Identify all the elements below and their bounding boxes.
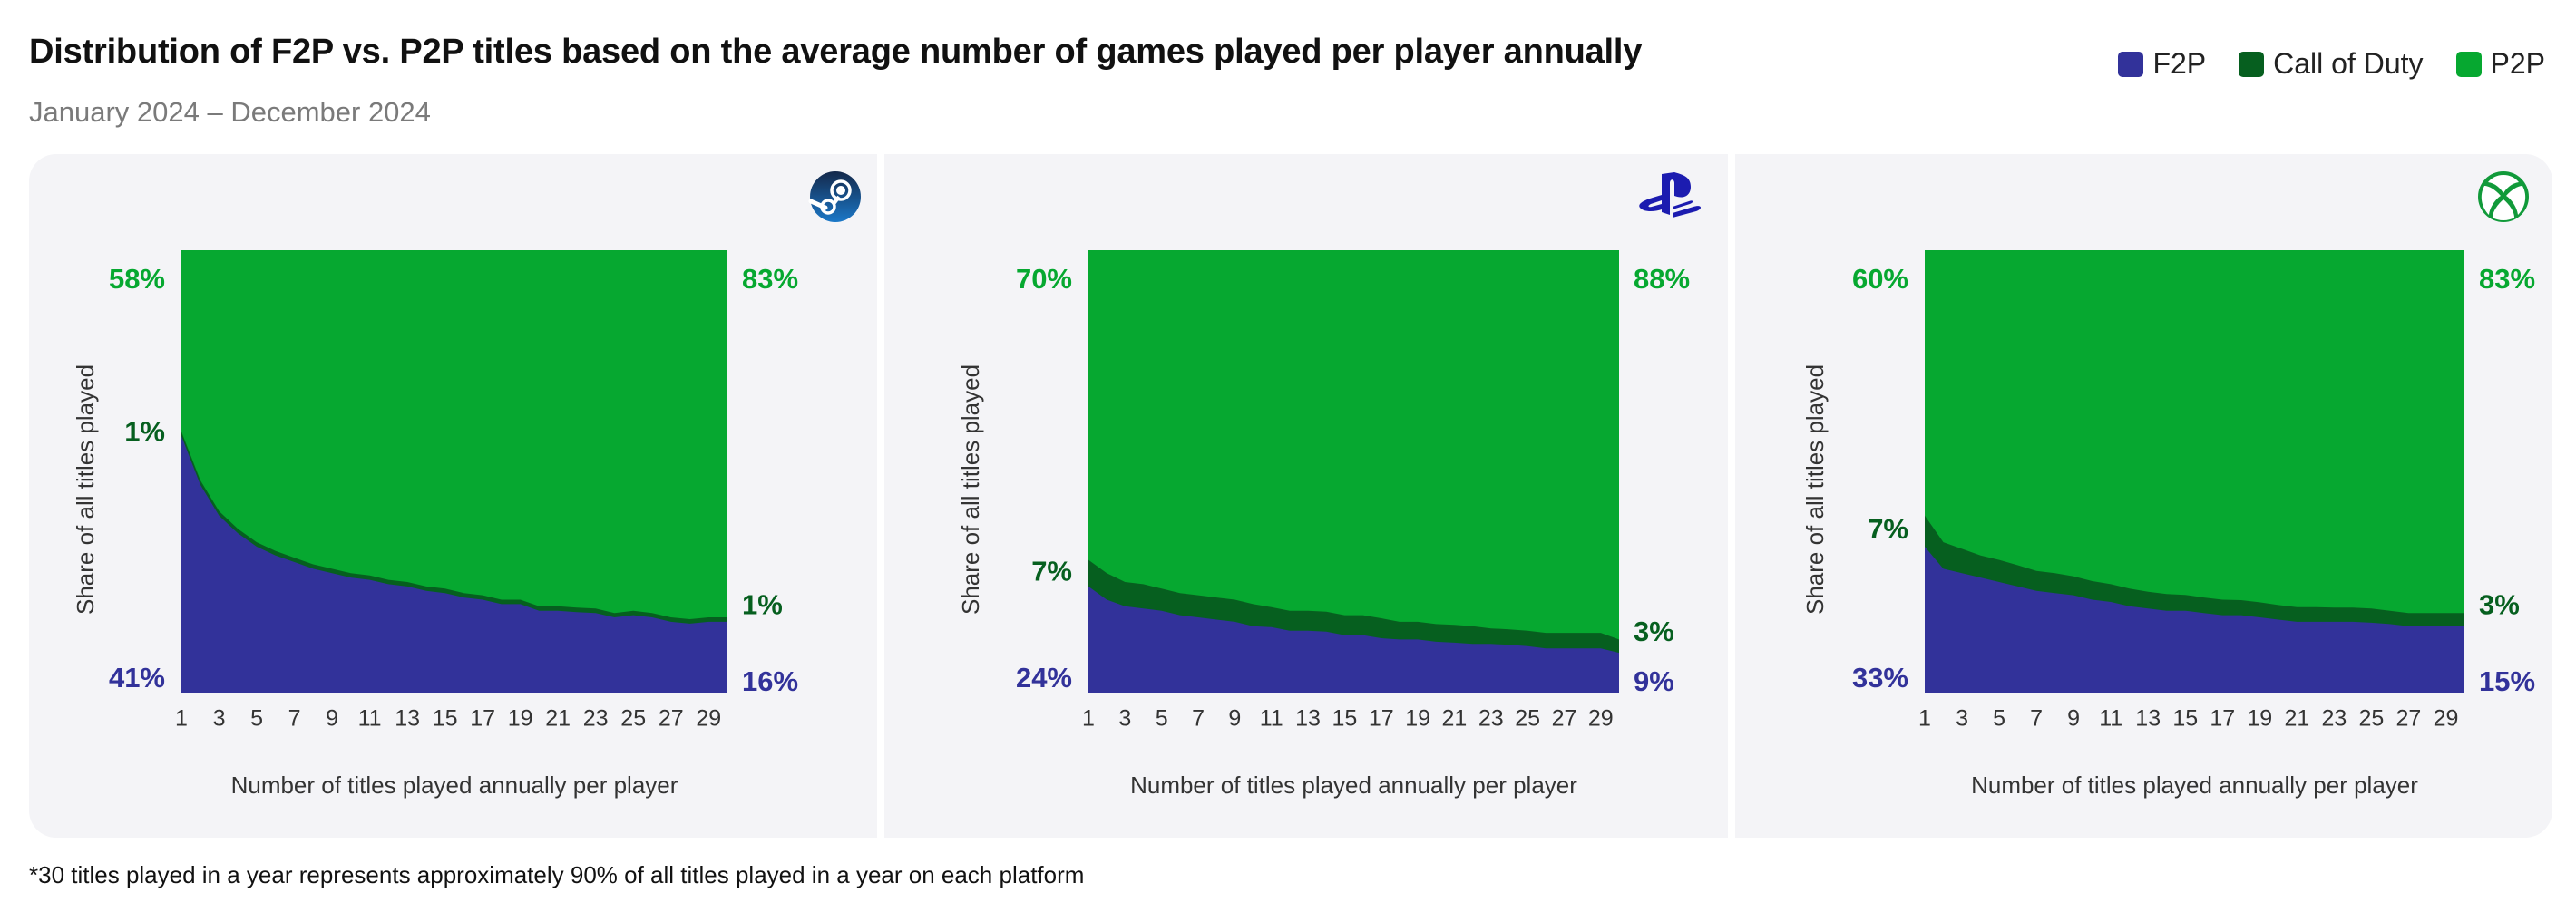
label-p2p-right: 88%: [1634, 263, 1690, 295]
chart-title: Distribution of F2P vs. P2P titles based…: [29, 33, 1643, 71]
legend-label-p2p: P2P: [2490, 47, 2545, 80]
x-tick-label: 15: [433, 706, 458, 732]
x-tick-label: 11: [2099, 706, 2122, 732]
legend-swatch-f2p: [2118, 51, 2144, 77]
x-tick-label: 21: [2284, 706, 2309, 732]
label-call-of-duty-right: 3%: [1634, 616, 1674, 647]
label-p2p-left: 70%: [1016, 263, 1072, 295]
x-tick-label: 3: [1956, 706, 1968, 732]
x-tick-label: 5: [1156, 706, 1168, 732]
label-p2p-left: 58%: [109, 263, 165, 295]
x-tick-label: 7: [2030, 706, 2043, 732]
legend-swatch-call-of-duty: [2239, 51, 2265, 77]
x-tick-label: 5: [250, 706, 263, 732]
x-axis-title: Number of titles played annually per pla…: [231, 771, 678, 799]
legend: F2P Call of Duty P2P: [2118, 47, 2545, 81]
x-tick-label: 5: [1993, 706, 2005, 732]
steam-icon: [808, 171, 861, 222]
panel-divider: [1728, 154, 1735, 838]
x-tick-label: 17: [2210, 706, 2235, 732]
legend-label-call-of-duty: Call of Duty: [2273, 47, 2424, 80]
label-p2p-left: 60%: [1852, 263, 1908, 295]
x-tick-label: 23: [2321, 706, 2347, 732]
label-call-of-duty-right: 1%: [742, 589, 783, 621]
x-tick-label: 23: [1478, 706, 1504, 732]
legend-item-call-of-duty: Call of Duty: [2239, 47, 2424, 81]
x-tick-label: 25: [2359, 706, 2385, 732]
x-tick-label: 1: [175, 706, 188, 732]
x-tick-label: 3: [213, 706, 226, 732]
legend-swatch-p2p: [2455, 51, 2482, 77]
x-tick-label: 9: [2067, 706, 2080, 732]
panel-divider: [877, 154, 884, 838]
playstation-icon: [1639, 172, 1702, 218]
x-tick-label: 29: [696, 706, 721, 732]
x-axis-title: Number of titles played annually per pla…: [1971, 771, 2418, 799]
label-f2p-left: 33%: [1852, 662, 1908, 694]
y-axis-title: Share of all titles played: [72, 364, 99, 615]
x-tick-label: 15: [2172, 706, 2198, 732]
x-tick-label: 3: [1118, 706, 1131, 732]
x-tick-label: 27: [1552, 706, 1577, 732]
x-tick-label: 17: [1369, 706, 1394, 732]
label-call-of-duty-right: 3%: [2479, 589, 2520, 621]
x-tick-label: 19: [1405, 706, 1430, 732]
x-tick-label: 25: [620, 706, 646, 732]
label-call-of-duty-left: 7%: [1031, 555, 1072, 587]
x-tick-label: 25: [1515, 706, 1540, 732]
x-tick-label: 1: [1918, 706, 1931, 732]
chart-panel-xbox: 1 3 5 7 9 11 13 15 17 19 21 23 25 27 29 Number of title…: [1735, 154, 2552, 838]
x-tick-label: 27: [659, 706, 684, 732]
x-tick-label: 9: [326, 706, 338, 732]
xbox-icon: [2478, 171, 2529, 222]
x-tick-label: 21: [1442, 706, 1468, 732]
chart-panels: 1 3 5 7 9 11 13 15 17 19 21 23 25 27 29 Number of title…: [29, 154, 2552, 838]
label-f2p-right: 15%: [2479, 665, 2535, 697]
label-call-of-duty-left: 7%: [1868, 513, 1908, 545]
x-axis-title: Number of titles played annually per pla…: [1130, 771, 1577, 799]
f2p-area: [1088, 586, 1619, 693]
x-tick-label: 15: [1332, 706, 1358, 732]
x-tick-label: 1: [1082, 706, 1095, 732]
x-tick-label: 19: [508, 706, 533, 732]
f2p-area: [181, 436, 727, 693]
label-call-of-duty-left: 1%: [124, 416, 165, 448]
label-f2p-left: 41%: [109, 662, 165, 694]
chart-subtitle: January 2024 – December 2024: [29, 96, 431, 128]
x-tick-label: 11: [358, 706, 382, 732]
x-tick-label: 27: [2396, 706, 2422, 732]
f2p-area: [1925, 547, 2464, 693]
x-tick-label: 13: [1295, 706, 1321, 732]
legend-item-f2p: F2P: [2118, 47, 2206, 81]
x-tick-label: 19: [2247, 706, 2272, 732]
chart-panel-playstation: 1 3 5 7 9 11 13 15 17 19 21 23 25 27 29 Number of title…: [884, 154, 1728, 838]
footnote: *30 titles played in a year represents a…: [29, 861, 1085, 888]
legend-label-f2p: F2P: [2152, 47, 2207, 80]
x-tick-label: 9: [1228, 706, 1241, 732]
y-axis-title: Share of all titles played: [957, 364, 984, 615]
label-f2p-right: 16%: [742, 665, 798, 697]
legend-item-p2p: P2P: [2455, 47, 2545, 81]
x-tick-label: 11: [1260, 706, 1283, 732]
label-f2p-right: 9%: [1634, 665, 1674, 697]
x-tick-label: 13: [395, 706, 420, 732]
y-axis-title: Share of all titles played: [1801, 364, 1829, 615]
x-tick-label: 13: [2135, 706, 2161, 732]
chart-panel-steam: 1 3 5 7 9 11 13 15 17 19 21 23 25 27 29 Number of title…: [29, 154, 877, 838]
x-tick-label: 7: [288, 706, 301, 732]
x-tick-label: 29: [1588, 706, 1614, 732]
x-tick-label: 21: [545, 706, 571, 732]
label-p2p-right: 83%: [742, 263, 798, 295]
label-p2p-right: 83%: [2479, 263, 2535, 295]
x-tick-label: 7: [1192, 706, 1205, 732]
x-tick-label: 17: [470, 706, 495, 732]
label-f2p-left: 24%: [1016, 662, 1072, 694]
x-tick-label: 29: [2434, 706, 2459, 732]
x-tick-label: 23: [583, 706, 609, 732]
